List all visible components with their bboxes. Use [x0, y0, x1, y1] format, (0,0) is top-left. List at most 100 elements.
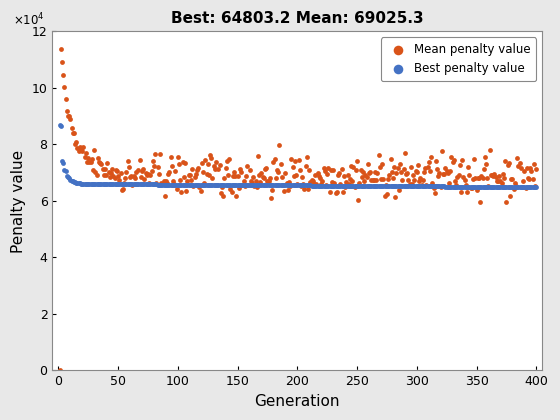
Mean penalty value	[174, 154, 183, 161]
Best penalty value	[372, 183, 381, 189]
Mean penalty value	[398, 176, 407, 183]
Mean penalty value	[273, 166, 282, 173]
Best penalty value	[252, 182, 261, 189]
Mean penalty value	[151, 151, 160, 158]
Best penalty value	[427, 183, 436, 190]
Best penalty value	[177, 181, 186, 188]
Mean penalty value	[76, 144, 85, 150]
Best penalty value	[296, 182, 305, 189]
Best penalty value	[68, 178, 77, 184]
Mean penalty value	[463, 189, 472, 195]
Best penalty value	[520, 184, 529, 190]
Best penalty value	[514, 184, 523, 190]
Best penalty value	[472, 184, 481, 190]
Best penalty value	[202, 181, 211, 188]
Mean penalty value	[88, 166, 97, 173]
Best penalty value	[357, 183, 366, 189]
Best penalty value	[262, 182, 270, 189]
Best penalty value	[505, 184, 514, 190]
Legend: Mean penalty value, Best penalty value: Mean penalty value, Best penalty value	[381, 37, 536, 81]
Mean penalty value	[221, 165, 230, 172]
Best penalty value	[325, 182, 334, 189]
Best penalty value	[358, 183, 367, 189]
Mean penalty value	[96, 160, 105, 167]
Best penalty value	[532, 184, 541, 190]
Mean penalty value	[133, 180, 142, 187]
Mean penalty value	[251, 178, 260, 184]
Best penalty value	[321, 182, 330, 189]
Best penalty value	[411, 183, 420, 190]
Mean penalty value	[429, 184, 438, 191]
Mean penalty value	[501, 157, 510, 164]
Mean penalty value	[410, 177, 419, 184]
Best penalty value	[242, 182, 251, 189]
Best penalty value	[291, 182, 300, 189]
Best penalty value	[309, 182, 318, 189]
Mean penalty value	[490, 170, 499, 177]
Best penalty value	[369, 183, 378, 189]
Mean penalty value	[237, 168, 246, 175]
Mean penalty value	[68, 129, 77, 136]
Best penalty value	[258, 182, 267, 189]
Mean penalty value	[274, 169, 283, 176]
Best penalty value	[498, 184, 507, 190]
Best penalty value	[387, 183, 396, 189]
Best penalty value	[530, 184, 539, 190]
Best penalty value	[526, 184, 535, 190]
Best penalty value	[471, 184, 480, 190]
Mean penalty value	[372, 176, 381, 183]
Mean penalty value	[240, 183, 249, 189]
Mean penalty value	[385, 172, 394, 178]
Best penalty value	[375, 183, 384, 189]
Mean penalty value	[165, 169, 174, 176]
Best penalty value	[135, 181, 144, 188]
Mean penalty value	[389, 174, 398, 181]
Mean penalty value	[71, 141, 80, 147]
Mean penalty value	[419, 168, 428, 175]
Mean penalty value	[479, 165, 488, 172]
Best penalty value	[77, 180, 86, 187]
Mean penalty value	[527, 168, 536, 174]
Mean penalty value	[433, 165, 442, 172]
Mean penalty value	[201, 157, 210, 163]
Mean penalty value	[239, 177, 248, 184]
Mean penalty value	[321, 182, 330, 189]
Best penalty value	[412, 183, 421, 190]
Best penalty value	[232, 182, 241, 189]
Best penalty value	[456, 183, 465, 190]
Mean penalty value	[337, 166, 346, 173]
Mean penalty value	[162, 180, 171, 186]
Best penalty value	[260, 182, 269, 189]
Best penalty value	[348, 182, 357, 189]
Best penalty value	[136, 181, 145, 188]
Best penalty value	[169, 181, 178, 188]
Y-axis label: Penalty value: Penalty value	[11, 150, 26, 252]
Best penalty value	[529, 184, 538, 190]
Best penalty value	[57, 123, 66, 129]
Best penalty value	[97, 181, 106, 187]
Best penalty value	[493, 184, 502, 190]
Mean penalty value	[493, 178, 502, 184]
Mean penalty value	[426, 168, 435, 175]
Mean penalty value	[473, 175, 482, 181]
Best penalty value	[160, 181, 169, 188]
Best penalty value	[139, 181, 148, 188]
Best penalty value	[423, 183, 432, 190]
Mean penalty value	[100, 165, 109, 172]
Mean penalty value	[397, 169, 406, 176]
Best penalty value	[211, 181, 220, 188]
Mean penalty value	[128, 182, 137, 189]
Best penalty value	[331, 182, 340, 189]
Mean penalty value	[252, 184, 261, 191]
Mean penalty value	[169, 178, 178, 184]
Mean penalty value	[185, 172, 194, 178]
Mean penalty value	[347, 162, 356, 169]
Mean penalty value	[444, 170, 452, 176]
Best penalty value	[460, 183, 469, 190]
Mean penalty value	[108, 165, 116, 172]
Mean penalty value	[58, 58, 67, 65]
Mean penalty value	[293, 181, 302, 187]
Mean penalty value	[357, 174, 366, 181]
Best penalty value	[264, 182, 273, 189]
Best penalty value	[438, 183, 447, 190]
